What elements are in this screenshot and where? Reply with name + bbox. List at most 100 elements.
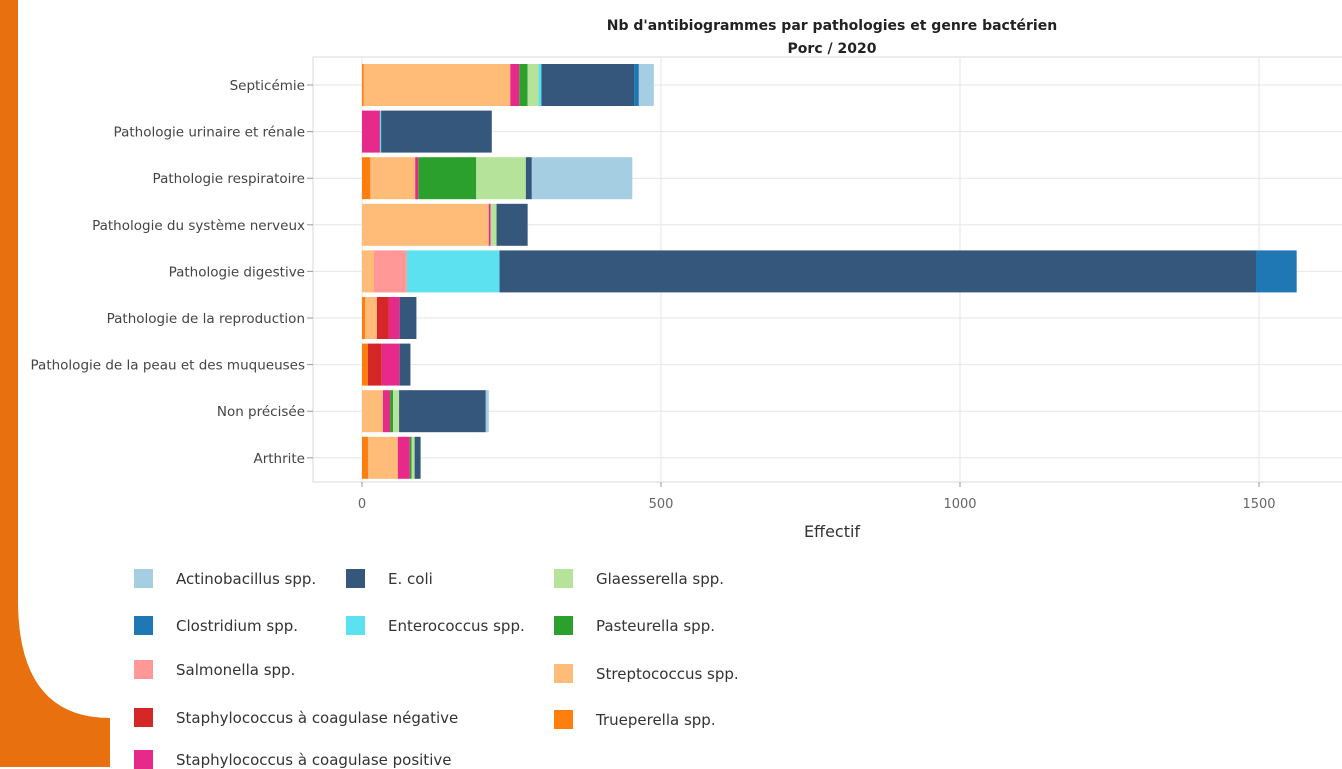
bar-segment: [1256, 250, 1297, 293]
legend-label: Staphylococcus à coagulase positive: [176, 750, 452, 769]
legend-label: Salmonella spp.: [176, 660, 296, 679]
legend-swatch: [554, 710, 573, 729]
category-label: Pathologie du système nerveux: [92, 218, 305, 234]
legend-label: Pasteurella spp.: [596, 616, 715, 635]
legend-label: Streptococcus spp.: [596, 664, 739, 683]
bar-segment: [634, 64, 639, 106]
bar-segment: [638, 64, 654, 106]
bar-segment: [411, 436, 415, 479]
bar-segment: [376, 297, 389, 339]
bar-segment: [388, 297, 400, 339]
legend-label: Clostridium spp.: [176, 616, 299, 635]
legend-item: E. coli: [346, 569, 433, 588]
bar-segment: [527, 64, 539, 106]
bar-segment: [381, 343, 400, 386]
bar-segment: [362, 64, 364, 106]
bar-segment: [414, 436, 421, 479]
legend-swatch: [134, 616, 153, 635]
legend-swatch: [346, 616, 365, 635]
legend-swatch: [134, 569, 153, 588]
x-axis-title: Effectif: [804, 522, 860, 541]
legend-item: Clostridium spp.: [134, 616, 298, 635]
bar-segment: [397, 436, 410, 479]
legend-label: Actinobacillus spp.: [176, 569, 317, 588]
category-label: Arthrite: [253, 451, 305, 467]
category-label: Pathologie digestive: [169, 264, 305, 280]
bar-segment: [362, 203, 489, 246]
bar-segment: [362, 110, 380, 153]
bar-segment: [490, 203, 497, 246]
chart-subtitle: Porc / 2020: [788, 41, 877, 57]
category-label: Non précisée: [217, 404, 305, 420]
bar-segment: [362, 157, 371, 200]
category-label: Pathologie urinaire et rénale: [114, 125, 305, 141]
bar-segment: [499, 250, 1257, 293]
bar-segment: [476, 157, 526, 200]
bar-segment: [373, 250, 407, 293]
bar-segment: [382, 390, 391, 433]
bar-segment: [381, 110, 492, 153]
legend-item: Streptococcus spp.: [554, 664, 739, 683]
legend-swatch: [134, 750, 153, 769]
legend-swatch: [134, 708, 153, 727]
bar-segment: [367, 436, 398, 479]
bar-segment: [541, 64, 635, 106]
legend-swatch: [134, 660, 153, 679]
legend-label: Trueperella spp.: [596, 710, 716, 729]
bar-segment: [399, 297, 417, 339]
bar-segment: [399, 390, 486, 433]
x-tick-labels: 0 500 1000 1500: [358, 482, 1276, 512]
legend-label: E. coli: [388, 569, 433, 588]
bar-segment: [393, 390, 400, 433]
bar-segment: [362, 436, 368, 479]
bar-segment: [362, 297, 365, 339]
legend-item: Staphylococcus à coagulase négative: [134, 708, 458, 727]
legend-swatch: [554, 569, 573, 588]
legend-label: Staphylococcus à coagulase négative: [176, 708, 459, 727]
legend-item: Enterococcus spp.: [346, 616, 525, 635]
bar-segment: [390, 390, 394, 433]
legend-label: Glaesserella spp.: [596, 569, 725, 588]
chart-title: Nb d'antibiogrammes par pathologies et g…: [607, 18, 1057, 34]
legend-item: Staphylococcus à coagulase positive: [134, 750, 451, 769]
category-label: Pathologie de la peau et des muqueuses: [31, 358, 305, 374]
category-labels: Septicémie Pathologie urinaire et rénale P…: [31, 78, 313, 467]
bar-segment: [409, 436, 412, 479]
bar-segment: [510, 64, 520, 106]
legend-item: Actinobacillus spp.: [134, 569, 316, 588]
bar-segment: [367, 343, 382, 386]
bar-segment: [406, 250, 500, 293]
bar-segment: [531, 157, 633, 200]
legend-label: Enterococcus spp.: [388, 616, 525, 635]
bar-segment: [525, 157, 532, 200]
bar-segment: [418, 157, 477, 200]
bar-segment: [399, 343, 411, 386]
bars: [362, 64, 1297, 479]
bar-segment: [488, 203, 491, 246]
category-label: Septicémie: [230, 78, 305, 94]
legend-item: Glaesserella spp.: [554, 569, 724, 588]
bar-segment: [496, 203, 528, 246]
category-label: Pathologie respiratoire: [153, 171, 305, 187]
bar-segment: [362, 250, 374, 293]
bar-segment: [415, 157, 419, 200]
legend-item: Salmonella spp.: [134, 660, 295, 679]
bar-segment: [379, 110, 382, 153]
bar-segment: [538, 64, 542, 106]
legend-swatch: [346, 569, 365, 588]
bar-segment: [364, 297, 377, 339]
bar-segment: [485, 390, 489, 433]
legend-swatch: [554, 664, 573, 683]
legend: Actinobacillus spp. Clostridium spp. Salmo…: [134, 565, 834, 769]
bar-segment: [362, 390, 383, 433]
bar-segment: [362, 343, 368, 386]
legend-swatch: [554, 616, 573, 635]
x-tick-label: 1000: [943, 497, 976, 512]
x-tick-label: 0: [358, 497, 366, 512]
bar-segment: [370, 157, 416, 200]
legend-item: Trueperella spp.: [554, 710, 716, 729]
category-label: Pathologie de la reproduction: [107, 311, 305, 327]
x-tick-label: 1500: [1242, 497, 1275, 512]
